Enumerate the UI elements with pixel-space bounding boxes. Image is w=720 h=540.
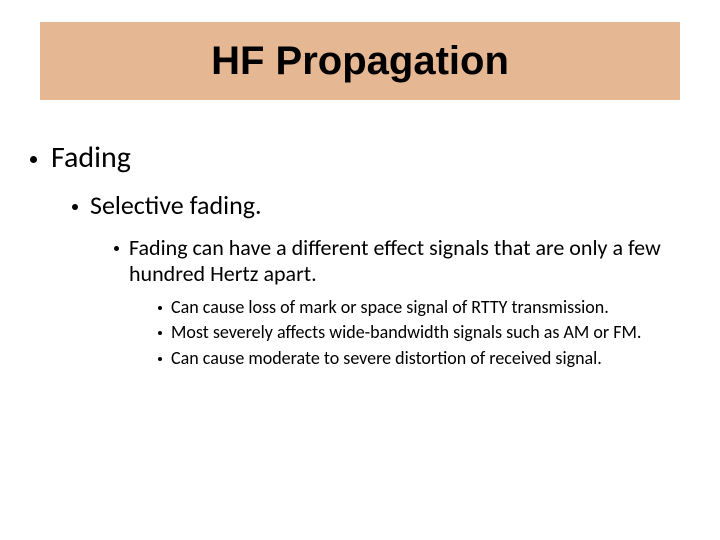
bullet-text: Selective fading. — [90, 190, 262, 221]
bullet-level1: Fading — [30, 140, 695, 176]
bullet-dot-icon — [158, 306, 162, 310]
slide-title: HF Propagation — [211, 39, 509, 84]
title-box: HF Propagation — [40, 22, 680, 100]
bullet-level3: Fading can have a different effect signa… — [114, 235, 695, 287]
bullet-level2: Selective fading. — [72, 190, 695, 221]
content-area: Fading Selective fading. Fading can have… — [30, 140, 695, 369]
bullet-text: Most severely affects wide-bandwidth sig… — [171, 322, 641, 343]
bullet-dot-icon — [158, 357, 162, 361]
bullet-dot-icon — [158, 331, 162, 335]
bullet-text: Fading can have a different effect signa… — [129, 235, 695, 287]
bullet-text: Can cause loss of mark or space signal o… — [171, 297, 609, 318]
bullet-level4: Can cause moderate to severe distortion … — [158, 348, 695, 369]
bullet-dot-icon — [72, 204, 78, 210]
bullet-dot-icon — [30, 156, 37, 163]
bullet-text: Fading — [51, 140, 131, 176]
bullet-level4: Most severely affects wide-bandwidth sig… — [158, 322, 695, 343]
bullet-level4: Can cause loss of mark or space signal o… — [158, 297, 695, 318]
bullet-dot-icon — [114, 246, 119, 251]
bullet-text: Can cause moderate to severe distortion … — [171, 348, 602, 369]
